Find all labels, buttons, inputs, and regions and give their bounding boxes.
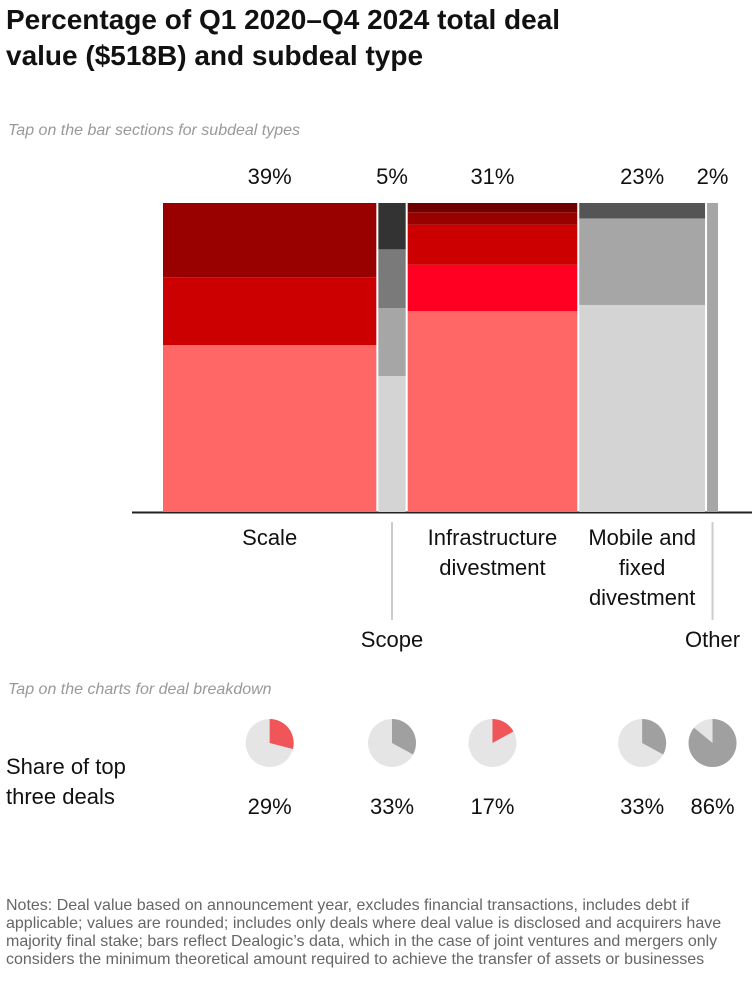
bar-segment [407, 203, 578, 213]
share-label: 31% [470, 164, 514, 189]
bar-segment [579, 218, 706, 305]
share-label: 39% [248, 164, 292, 189]
category-label: Scale [242, 525, 298, 550]
bar-segment [163, 277, 377, 346]
category-label: Scope [360, 627, 424, 652]
pie-value-label: 33% [370, 794, 414, 819]
bar-segment [378, 376, 406, 512]
bar-segment [707, 203, 718, 512]
bar-segment [407, 212, 578, 225]
notes: Notes: Deal value based on announcement … [6, 897, 722, 968]
pie-slice [688, 719, 737, 767]
pie-value-label: 29% [248, 794, 292, 819]
pie-value-label: 17% [470, 794, 514, 819]
bar-hint: Tap on the bar sections for subdeal type… [8, 122, 301, 139]
pie-value-label: 86% [691, 794, 735, 819]
pie-slice [642, 719, 667, 755]
share-label: 2% [697, 164, 729, 189]
bar-segment [163, 203, 377, 278]
title: Percentage of Q1 2020–Q4 2024 total deal… [6, 4, 561, 71]
pie-hint: Tap on the charts for deal breakdown [8, 681, 272, 698]
bar-segment [407, 311, 578, 512]
share-label: 23% [620, 164, 664, 189]
bar-segment [407, 224, 578, 265]
pie-slice [269, 719, 294, 749]
category-label: Other [685, 627, 741, 652]
bar-segment [407, 264, 578, 312]
category-label: Mobile and fixed divestment [588, 525, 696, 610]
pie-value-label: 33% [620, 794, 664, 819]
pie-row-label: Share of top three deals [6, 754, 126, 809]
pie-slice [492, 719, 514, 743]
bar-segment [579, 304, 706, 512]
share-label: 5% [376, 164, 408, 189]
pie-slice [392, 719, 417, 755]
bar-segment [378, 203, 406, 250]
bar-segment [378, 249, 406, 309]
category-label: Infrastructure divestment [427, 525, 558, 580]
bar-segment [163, 345, 377, 512]
bar-segment [579, 203, 706, 219]
bar-segment [378, 308, 406, 377]
